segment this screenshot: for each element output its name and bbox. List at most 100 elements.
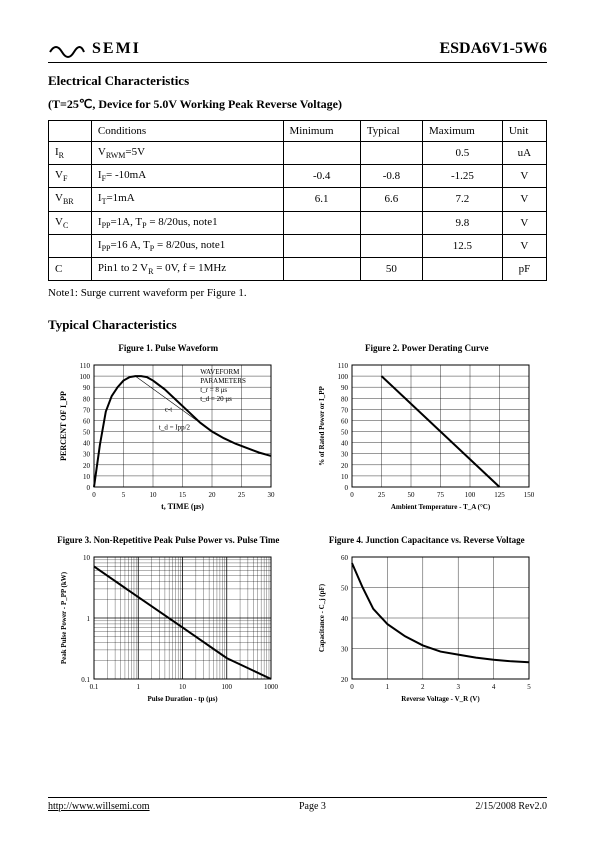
table-row: VCIPP=1A, TP = 8/20us, note19.8V bbox=[49, 211, 547, 234]
svg-text:30: 30 bbox=[83, 451, 91, 459]
logo-icon bbox=[48, 40, 86, 58]
svg-text:0: 0 bbox=[351, 683, 355, 691]
table-header: Maximum bbox=[423, 121, 503, 142]
svg-text:70: 70 bbox=[83, 406, 91, 414]
svg-text:Reverse Voltage - V_R (V): Reverse Voltage - V_R (V) bbox=[402, 695, 481, 703]
footer-url[interactable]: http://www.willsemi.com bbox=[48, 801, 150, 812]
svg-text:80: 80 bbox=[83, 395, 91, 403]
svg-text:110: 110 bbox=[338, 362, 349, 370]
svg-text:100: 100 bbox=[338, 373, 349, 381]
svg-text:60: 60 bbox=[83, 418, 91, 426]
svg-text:WAVEFORM: WAVEFORM bbox=[200, 368, 240, 376]
svg-text:40: 40 bbox=[341, 615, 349, 623]
svg-text:150: 150 bbox=[524, 491, 535, 499]
svg-text:60: 60 bbox=[341, 554, 349, 562]
svg-text:5: 5 bbox=[122, 491, 126, 499]
table-row: IPP=16 A, TP = 8/20us, note112.5V bbox=[49, 234, 547, 257]
svg-text:50: 50 bbox=[83, 429, 91, 437]
part-number: ESDA6V1-5W6 bbox=[439, 40, 547, 58]
figure-1-title: Figure 1. Pulse Waveform bbox=[48, 343, 289, 353]
svg-text:125: 125 bbox=[495, 491, 506, 499]
table-row: VBRIT=1mA6.16.67.2V bbox=[49, 188, 547, 211]
svg-text:t_r = 8 μs: t_r = 8 μs bbox=[200, 386, 227, 394]
figure-3-title: Figure 3. Non-Repetitive Peak Pulse Powe… bbox=[48, 535, 289, 545]
table-row: VFIF= -10mA-0.4-0.8-1.25V bbox=[49, 165, 547, 188]
svg-text:t_d = Ipp/2: t_d = Ipp/2 bbox=[159, 423, 191, 431]
svg-text:40: 40 bbox=[341, 440, 349, 448]
svg-text:PARAMETERS: PARAMETERS bbox=[200, 377, 246, 385]
svg-text:90: 90 bbox=[341, 384, 349, 392]
svg-text:0.1: 0.1 bbox=[81, 676, 90, 684]
table-header: Typical bbox=[360, 121, 422, 142]
svg-text:30: 30 bbox=[267, 491, 275, 499]
footer-rev: 2/15/2008 Rev2.0 bbox=[475, 801, 547, 812]
conditions-subtitle: (T=25℃, Device for 5.0V Working Peak Rev… bbox=[48, 97, 547, 112]
table-header: Unit bbox=[502, 121, 546, 142]
svg-text:10: 10 bbox=[341, 473, 349, 481]
svg-text:10: 10 bbox=[83, 554, 91, 562]
svg-text:c-t: c-t bbox=[165, 406, 172, 414]
svg-text:15: 15 bbox=[179, 491, 187, 499]
table-header: Minimum bbox=[283, 121, 360, 142]
peak-pulse-power-chart: 0.111010010000.1110Pulse Duration - tp (… bbox=[56, 549, 281, 709]
svg-text:100: 100 bbox=[79, 373, 90, 381]
figure-2-title: Figure 2. Power Derating Curve bbox=[307, 343, 548, 353]
svg-text:5: 5 bbox=[528, 683, 532, 691]
power-derating-chart: 0102030405060708090100110025507510012515… bbox=[314, 357, 539, 517]
svg-text:80: 80 bbox=[341, 395, 349, 403]
company-logo: SEMI bbox=[48, 40, 141, 58]
svg-text:110: 110 bbox=[80, 362, 91, 370]
svg-text:20: 20 bbox=[208, 491, 216, 499]
svg-text:2: 2 bbox=[421, 683, 425, 691]
svg-text:30: 30 bbox=[341, 646, 349, 654]
svg-text:0: 0 bbox=[92, 491, 96, 499]
table-row: IRVRWM=5V0.5uA bbox=[49, 142, 547, 165]
svg-text:20: 20 bbox=[83, 462, 91, 470]
svg-text:1000: 1000 bbox=[264, 683, 279, 691]
svg-text:10: 10 bbox=[149, 491, 157, 499]
figure-2: Figure 2. Power Derating Curve 010203040… bbox=[307, 343, 548, 517]
svg-text:t, TIME (μs): t, TIME (μs) bbox=[161, 502, 204, 511]
svg-text:Ambient Temperature - T_A (°C): Ambient Temperature - T_A (°C) bbox=[391, 503, 491, 511]
svg-text:75: 75 bbox=[437, 491, 445, 499]
charts-grid: Figure 1. Pulse Waveform 010203040506070… bbox=[48, 343, 547, 709]
svg-text:% of Rated Power or I_PP: % of Rated Power or I_PP bbox=[318, 386, 326, 466]
svg-text:100: 100 bbox=[221, 683, 232, 691]
company-name: SEMI bbox=[92, 40, 141, 58]
page-footer: http://www.willsemi.com Page 3 2/15/2008… bbox=[48, 797, 547, 812]
electrical-characteristics-table: ConditionsMinimumTypicalMaximumUnit IRVR… bbox=[48, 120, 547, 281]
svg-text:100: 100 bbox=[465, 491, 476, 499]
svg-text:70: 70 bbox=[341, 406, 349, 414]
svg-text:60: 60 bbox=[341, 418, 349, 426]
svg-text:25: 25 bbox=[238, 491, 246, 499]
svg-text:Peak Pulse Power - P_PP (kW): Peak Pulse Power - P_PP (kW) bbox=[60, 571, 68, 664]
svg-text:Pulse Duration - tp (μs): Pulse Duration - tp (μs) bbox=[147, 695, 218, 703]
figure-4: Figure 4. Junction Capacitance vs. Rever… bbox=[307, 535, 548, 709]
svg-text:1: 1 bbox=[86, 615, 90, 623]
typical-characteristics-title: Typical Characteristics bbox=[48, 317, 547, 333]
junction-capacitance-chart: 2030405060012345Reverse Voltage - V_R (V… bbox=[314, 549, 539, 709]
svg-text:10: 10 bbox=[179, 683, 187, 691]
svg-text:4: 4 bbox=[492, 683, 496, 691]
figure-3: Figure 3. Non-Repetitive Peak Pulse Powe… bbox=[48, 535, 289, 709]
svg-text:50: 50 bbox=[408, 491, 416, 499]
svg-text:50: 50 bbox=[341, 429, 349, 437]
svg-text:20: 20 bbox=[341, 462, 349, 470]
table-header: Conditions bbox=[91, 121, 283, 142]
svg-text:t_d = 20 μs: t_d = 20 μs bbox=[200, 395, 232, 403]
svg-text:25: 25 bbox=[378, 491, 386, 499]
svg-text:Capacitance - C_j (pF): Capacitance - C_j (pF) bbox=[318, 583, 326, 652]
table-header bbox=[49, 121, 92, 142]
table-row: CPin1 to 2 VR = 0V, f = 1MHz50pF bbox=[49, 257, 547, 280]
electrical-characteristics-title: Electrical Characteristics bbox=[48, 73, 547, 89]
pulse-waveform-chart: 0102030405060708090100110051015202530c-t… bbox=[56, 357, 281, 517]
figure-1: Figure 1. Pulse Waveform 0 10 20 30 40 50 60 70… bbox=[48, 343, 289, 517]
svg-text:20: 20 bbox=[341, 676, 349, 684]
figure-4-title: Figure 4. Junction Capacitance vs. Rever… bbox=[307, 535, 548, 545]
svg-text:0: 0 bbox=[351, 491, 355, 499]
svg-text:40: 40 bbox=[83, 440, 91, 448]
table-note: Note1: Surge current waveform per Figure… bbox=[48, 287, 547, 299]
svg-text:50: 50 bbox=[341, 585, 349, 593]
footer-page: Page 3 bbox=[299, 801, 326, 812]
svg-text:1: 1 bbox=[136, 683, 140, 691]
